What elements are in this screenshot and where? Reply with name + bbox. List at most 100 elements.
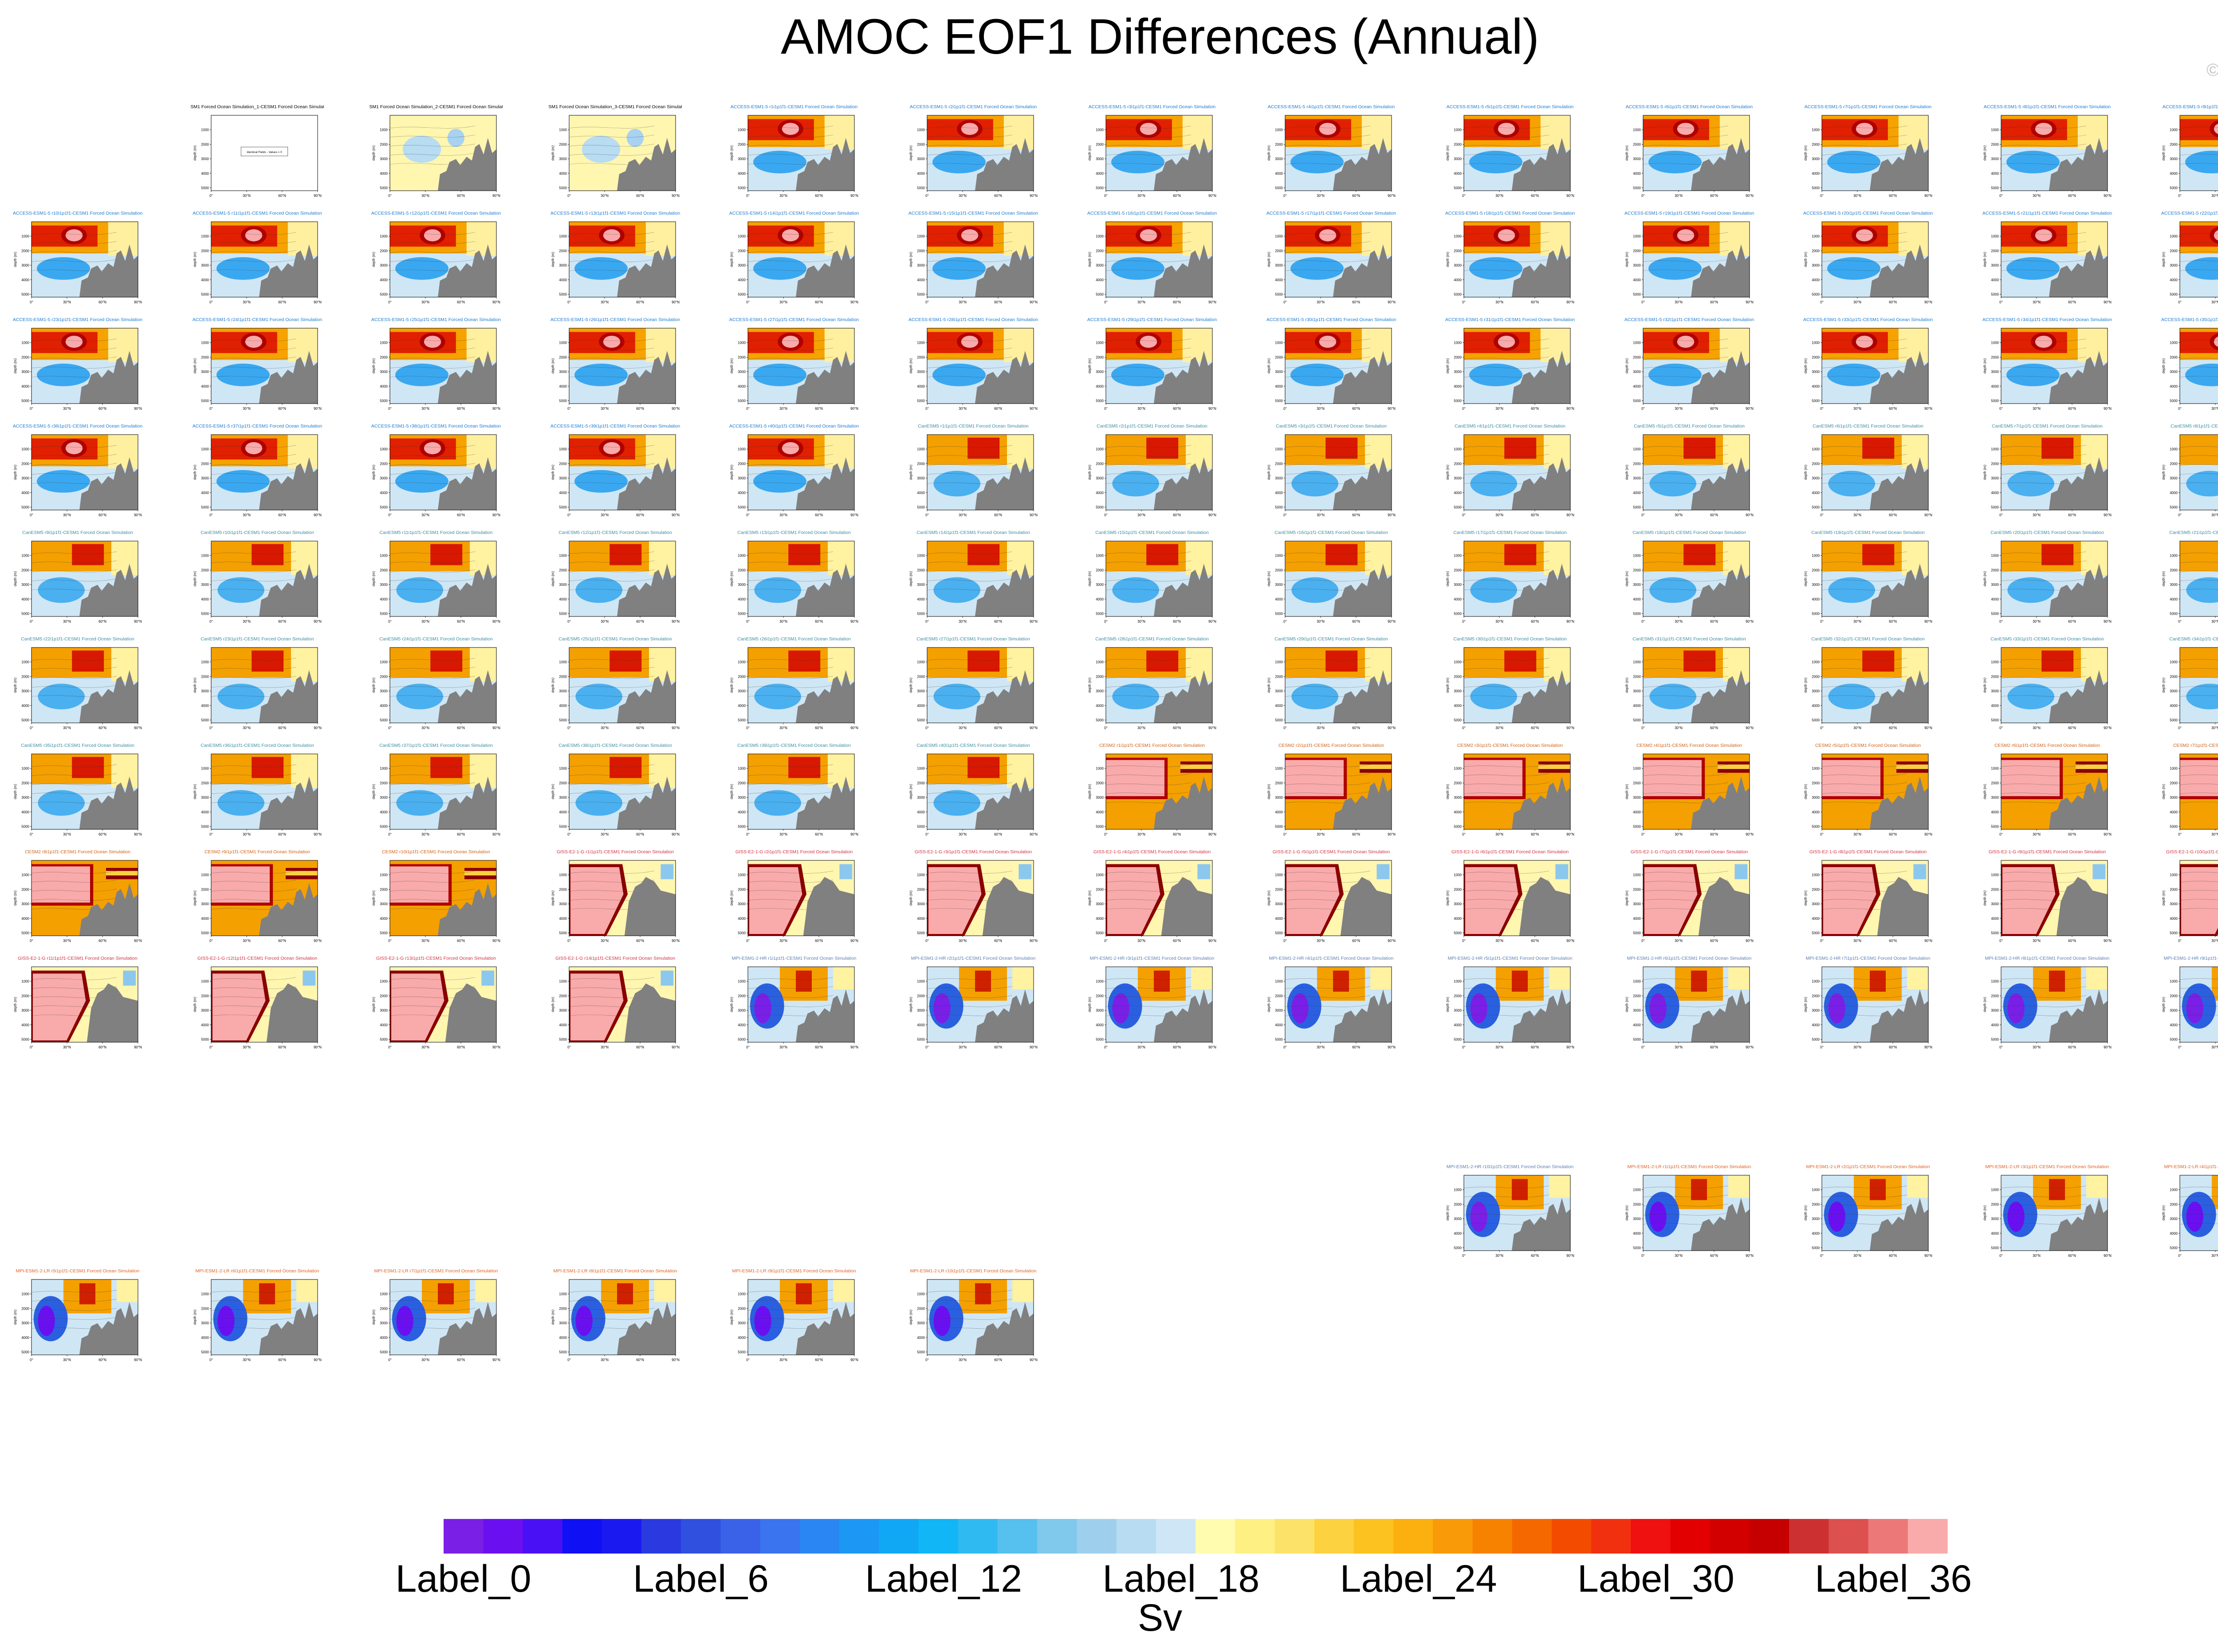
field-contour-line	[31, 791, 117, 794]
panel-xtick-label: 60°N	[98, 407, 106, 411]
panel-xtick-label: 30°N	[243, 1045, 251, 1049]
field-negative-cell	[575, 683, 622, 710]
panel-ytick-label: 2000	[917, 781, 925, 785]
panel-ytick-label: 1000	[1275, 980, 1283, 984]
panel-xtick-label: 30°N	[1675, 620, 1683, 624]
bathymetry-land-mask	[1870, 777, 1928, 829]
field-high-latitude	[2077, 222, 2108, 256]
bathymetry-land-mask	[975, 244, 1034, 297]
field-contour-line	[2001, 676, 2087, 679]
panel: CESM2 r9i1p1f1-CESM1 Forced Ocean Simula…	[191, 847, 324, 954]
panel-ytick-label: 2000	[1096, 355, 1104, 359]
field-contour-line	[1463, 134, 1549, 137]
panel: MPI-ESM1-2-LR r6i1p1f1-CESM1 Forced Ocea…	[191, 1266, 324, 1373]
panel-xtick-label: 30°N	[1853, 939, 1861, 943]
field-contour-line	[569, 134, 655, 137]
panel-title: CanESM5 r28i1p1f1-CESM1 Forced Ocean Sim…	[1095, 636, 1209, 642]
panel: ACCESS-ESM1-5 r29i1p1f1-CESM1 Forced Oce…	[1085, 315, 1219, 421]
field-contour-line	[2179, 801, 2218, 803]
field-positive-core	[2049, 970, 2065, 992]
field-contour-line	[2179, 695, 2218, 697]
panel-ytick-label: 4000	[917, 810, 925, 814]
panel-title: ACCESS-ESM1-5 r28i1p1f1-CESM1 Forced Oce…	[908, 317, 1038, 322]
field-contour-line	[1821, 782, 1907, 785]
field-contour-line	[747, 134, 834, 137]
field-positive-core	[967, 650, 1000, 672]
panel-plot: ACCESS-ESM1-5 r33i1p1f1-CESM1 Forced Oce…	[1803, 317, 1933, 411]
panel: ACCESS-ESM1-5 r33i1p1f1-CESM1 Forced Oce…	[1801, 315, 1935, 421]
field-negative-cell	[1469, 257, 1522, 280]
field-contour-line	[1463, 1004, 1549, 1007]
panel-plot: ACCESS-ESM1-5 r1i1p1f1-CESM1 Forced Ocea…	[730, 104, 858, 198]
field-contour-line	[927, 1290, 1013, 1293]
field-contour-line	[2001, 685, 2087, 688]
panel-ytick-label: 3000	[201, 583, 209, 587]
panel-xtick-label: 90°N	[672, 939, 680, 943]
field-contour-line	[1821, 871, 1907, 874]
panel: GISS-E2-1-G r11i1p1f1-CESM1 Forced Ocean…	[11, 954, 144, 1060]
panel-ylabel: depth (m)	[1267, 784, 1271, 800]
panel-ytick-label: 3000	[1812, 583, 1820, 587]
panel-xtick-label: 0°	[1820, 300, 1824, 304]
panel-xtick-label: 0°	[925, 620, 929, 624]
field-contour-line	[389, 347, 476, 350]
panel: CanESM5 r16i1p1f1-CESM1 Forced Ocean Sim…	[1265, 528, 1398, 634]
panel-title: GISS-E2-1-G r8i1p1f1-CESM1 Forced Ocean …	[1809, 849, 1927, 855]
bathymetry-land-mask	[259, 1302, 318, 1355]
bathymetry-land-mask	[1691, 1198, 1750, 1251]
panel-ylabel: depth (m)	[1446, 997, 1450, 1012]
field-contour-line	[747, 365, 834, 369]
panel-xtick-label: 0°	[1820, 513, 1824, 517]
panel-ytick-label: 1000	[1096, 980, 1104, 984]
panel-xtick-label: 90°N	[850, 726, 858, 730]
panel-field	[1463, 860, 1570, 936]
panel: GISS-E2-1-G r3i1p1f1-CESM1 Forced Ocean …	[907, 847, 1040, 954]
panel-xtick-label: 0°	[1283, 620, 1287, 624]
panel-plot: GISS-E2-1-G r10i1p1f1-CESM1 Forced Ocean…	[2162, 849, 2218, 943]
panel-ytick-label: 3000	[380, 370, 388, 374]
bathymetry-land-mask	[1691, 564, 1750, 616]
field-contour-line	[1821, 144, 1907, 147]
panel-field	[211, 860, 318, 936]
field-negative-cell	[932, 257, 986, 280]
panel-field	[2001, 435, 2108, 510]
panel-ylabel: depth (m)	[1804, 145, 1808, 161]
panel-ytick-label: 5000	[1096, 186, 1104, 190]
panel-ytick-label: 1000	[201, 235, 209, 239]
panel-ytick-label: 1000	[1275, 767, 1283, 771]
field-saturated-peak	[961, 336, 979, 348]
panel-ytick-label: 3000	[559, 370, 567, 374]
field-high-latitude	[108, 435, 138, 469]
panel-xtick-label: 0°	[1641, 939, 1645, 943]
field-saturated-peak	[65, 336, 83, 348]
panel-frame	[1105, 860, 1213, 936]
field-contour-line	[927, 667, 1013, 670]
field-negative-cell	[1648, 150, 1702, 173]
field-contour-line	[389, 1290, 476, 1293]
panel-ytick-label: 2000	[559, 994, 567, 998]
bathymetry-land-mask	[1333, 351, 1392, 404]
panel-ytick-label: 4000	[1275, 491, 1283, 495]
panel-field	[211, 1279, 318, 1355]
panel-ylabel: depth (m)	[1804, 997, 1808, 1012]
panel-frame	[1105, 753, 1213, 830]
panel-ytick-label: 2000	[1454, 994, 1462, 998]
panel-title: ACCESS-ESM1-5 r7i1p1f1-CESM1 Forced Ocea…	[1805, 104, 1932, 110]
field-contour-line	[2179, 251, 2218, 253]
panel-ytick-label: 1000	[201, 341, 209, 345]
panel-xtick-label: 0°	[209, 726, 213, 730]
field-contour-line	[31, 658, 117, 661]
panel-ytick-label: 4000	[1096, 491, 1104, 495]
field-contour-line	[747, 685, 834, 688]
bathymetry-land-mask	[2049, 1198, 2108, 1251]
field-saturated-peak	[1140, 229, 1157, 242]
field-negative-cell	[1648, 257, 1702, 280]
panel-frame	[389, 328, 497, 404]
field-contour-line	[31, 445, 117, 448]
field-negative-peak	[933, 993, 951, 1024]
field-contour-line	[31, 578, 117, 581]
field-contour-line	[2179, 367, 2218, 369]
panel-plot: MPI-ESM1-2-LR r1i1p1f1-CESM1 Forced Ocea…	[1625, 1164, 1754, 1258]
bathymetry-land-mask	[1691, 989, 1750, 1042]
